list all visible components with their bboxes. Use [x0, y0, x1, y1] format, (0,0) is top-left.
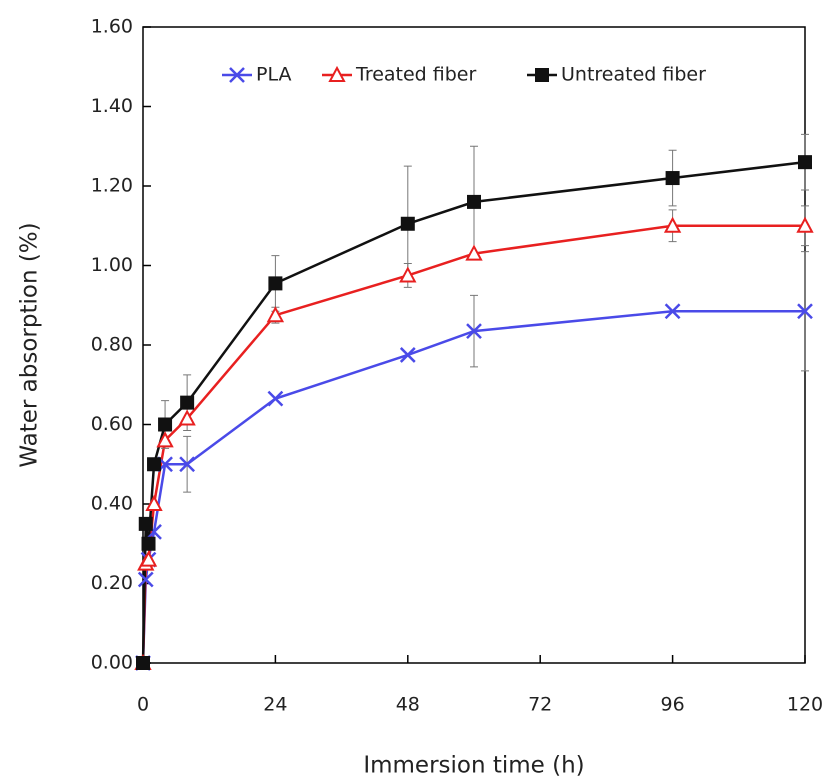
x-tick-label: 120 [787, 694, 823, 716]
point [797, 303, 813, 320]
point [796, 216, 814, 233]
point [268, 276, 283, 291]
point [399, 266, 417, 283]
x-tick-label: 72 [528, 694, 552, 716]
legend-marker [535, 68, 549, 82]
point [137, 571, 154, 588]
point [145, 494, 163, 511]
point [663, 216, 682, 233]
point [467, 194, 481, 209]
legend-label: Treated fiber [355, 64, 476, 86]
y-axis-title: Water absorption (%) [17, 222, 43, 467]
legend-label: PLA [256, 64, 291, 86]
y-tick-label: 1.60 [91, 16, 133, 38]
legend-marker [229, 67, 245, 83]
point [178, 409, 196, 426]
y-tick-label: 1.00 [91, 254, 133, 276]
y-tick-label: 1.40 [91, 95, 133, 117]
x-tick-label: 96 [661, 694, 685, 716]
point [179, 456, 196, 473]
point [665, 171, 680, 186]
point [158, 417, 173, 432]
point [267, 390, 284, 407]
point [266, 306, 285, 323]
point [180, 395, 195, 410]
x-tick-label: 24 [263, 694, 287, 716]
point [141, 536, 156, 551]
point [400, 216, 415, 231]
point [138, 516, 153, 531]
y-tick-label: 0.00 [91, 652, 133, 674]
y-tick-label: 0.40 [91, 493, 133, 515]
point [399, 347, 416, 363]
x-axis-title: Immersion time (h) [363, 753, 584, 779]
point [156, 431, 174, 448]
point [466, 323, 482, 339]
y-tick-label: 0.80 [91, 334, 133, 356]
point [139, 550, 158, 567]
legend-label: Untreated fiber [561, 64, 706, 86]
x-tick-label: 48 [396, 694, 420, 716]
y-tick-label: 1.20 [91, 175, 133, 197]
x-tick-label: 0 [137, 694, 149, 716]
point [664, 303, 681, 320]
point [147, 457, 162, 472]
point [465, 244, 483, 261]
y-tick-label: 0.60 [91, 413, 133, 435]
point [798, 155, 812, 170]
point [136, 656, 150, 670]
y-tick-label: 0.20 [91, 572, 133, 594]
series-line [141, 224, 805, 664]
legend-marker [328, 65, 346, 82]
